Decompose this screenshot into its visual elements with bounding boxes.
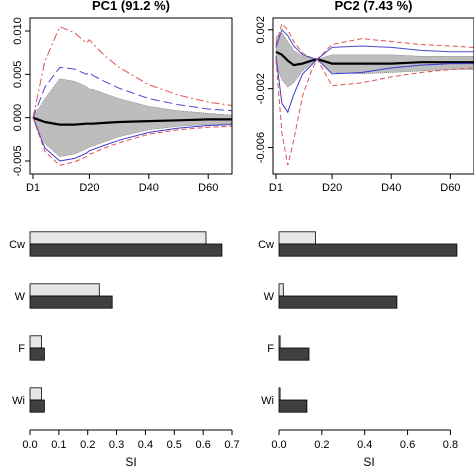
series-line-1 bbox=[275, 22, 474, 60]
series-line-0 bbox=[32, 116, 232, 126]
series-line-3 bbox=[32, 117, 233, 162]
category-label: Wi bbox=[261, 395, 274, 407]
x-axis-title: SI bbox=[125, 455, 136, 469]
bar-Cw-1 bbox=[29, 243, 223, 257]
bar-Wi-0 bbox=[278, 387, 281, 401]
x-tick-label: D60 bbox=[440, 182, 460, 194]
y-tick-label: -0.002 bbox=[255, 73, 267, 104]
bar-Wi-1 bbox=[29, 399, 45, 413]
confidence-band bbox=[275, 32, 474, 88]
pc1-si-bar-chart: Cw W F Wi 0.0 0.1 0.2 0.3 0.4 0.5 0.6 0.7 SI bbox=[9, 231, 240, 469]
x-tick-label: 0.3 bbox=[109, 439, 124, 451]
bar-W-0 bbox=[278, 283, 284, 297]
category-label: Cw bbox=[9, 239, 25, 251]
bar-Cw-0 bbox=[29, 231, 207, 245]
x-tick-label: 0.0 bbox=[22, 439, 37, 451]
category-label: F bbox=[18, 343, 25, 355]
x-tick-label: 0.2 bbox=[314, 439, 329, 451]
x-tick-label: 0.0 bbox=[271, 439, 286, 451]
bar-F-0 bbox=[29, 335, 42, 349]
plot-frame bbox=[272, 17, 474, 175]
y-tick-label: 0.000 bbox=[12, 104, 24, 132]
category-label: Wi bbox=[12, 395, 25, 407]
x-tick-label: D1 bbox=[26, 182, 40, 194]
y-tick-label: -0.006 bbox=[255, 132, 267, 163]
x-tick-label: 0.6 bbox=[195, 439, 210, 451]
pc1-loading-plot: PC1 (91.2 %) -0.005 0.000 0.005 0.010 D1 D20 D4… bbox=[12, 0, 233, 194]
series-line-4 bbox=[275, 58, 474, 166]
bar-F-1 bbox=[29, 347, 45, 361]
category-label: Cw bbox=[258, 239, 274, 251]
plot-frame bbox=[29, 17, 233, 175]
x-tick-label: 0.5 bbox=[167, 439, 182, 451]
bar-F-0 bbox=[278, 335, 281, 349]
bar-W-1 bbox=[278, 295, 398, 309]
x-tick-label: D60 bbox=[198, 182, 218, 194]
x-tick-label: D20 bbox=[322, 182, 342, 194]
category-label: F bbox=[267, 343, 274, 355]
y-tick-label: -0.005 bbox=[12, 145, 24, 176]
bar-W-0 bbox=[29, 283, 100, 297]
bar-Wi-1 bbox=[278, 399, 308, 413]
x-tick-label: 0.8 bbox=[443, 439, 458, 451]
x-axis-title: SI bbox=[363, 455, 374, 469]
chart-title: PC2 (7.43 %) bbox=[334, 0, 412, 13]
series-line-4 bbox=[32, 117, 233, 166]
y-tick-label: 0.010 bbox=[12, 17, 24, 45]
bar-Cw-1 bbox=[278, 243, 458, 257]
x-tick-label: 0.1 bbox=[51, 439, 66, 451]
y-tick-label: 0.002 bbox=[255, 16, 267, 44]
x-tick-label: D1 bbox=[269, 182, 283, 194]
series-line-2 bbox=[32, 66, 233, 118]
x-tick-label: 0.7 bbox=[224, 439, 239, 451]
x-tick-label: D40 bbox=[139, 182, 159, 194]
x-tick-label: 0.4 bbox=[357, 439, 372, 451]
y-tick-label: 0.005 bbox=[12, 61, 24, 89]
x-tick-label: 0.6 bbox=[400, 439, 415, 451]
bar-F-1 bbox=[278, 347, 310, 361]
category-label: W bbox=[15, 291, 26, 303]
bar-W-1 bbox=[29, 295, 113, 309]
x-tick-label: D20 bbox=[79, 182, 99, 194]
pc2-loading-plot: PC2 (7.43 %) -0.006 -0.002 0.002 D1 D20 D40 D60 bbox=[255, 0, 474, 194]
bar-Cw-0 bbox=[278, 231, 316, 245]
x-tick-label: 0.2 bbox=[80, 439, 95, 451]
category-label: W bbox=[264, 291, 275, 303]
pc2-si-bar-chart: Cw W F Wi 0.0 0.2 0.4 0.6 0.8 SI bbox=[258, 231, 458, 469]
x-tick-label: 0.4 bbox=[138, 439, 153, 451]
chart-title: PC1 (91.2 %) bbox=[92, 0, 170, 13]
confidence-band bbox=[32, 78, 233, 157]
x-tick-label: D40 bbox=[381, 182, 401, 194]
bar-Wi-0 bbox=[29, 387, 42, 401]
